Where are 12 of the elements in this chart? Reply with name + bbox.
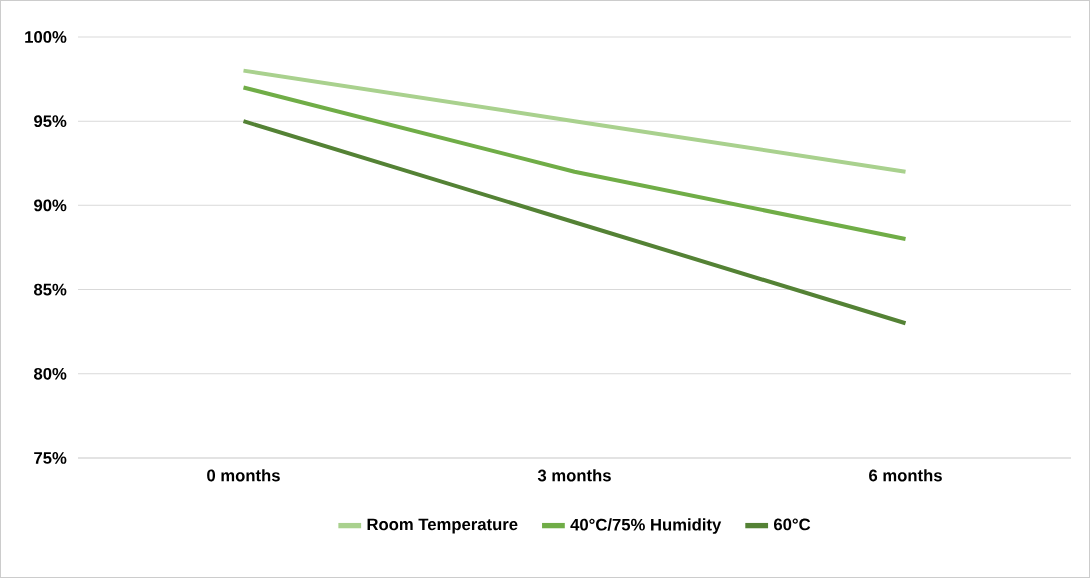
legend-label: 40°C/75% Humidity bbox=[570, 518, 722, 534]
legend-label: 60°C bbox=[774, 518, 811, 531]
y-tick-label: 85% bbox=[33, 283, 67, 296]
y-tick-label: 75% bbox=[34, 452, 67, 464]
y-tick-label: 90% bbox=[34, 199, 67, 212]
legend-label: Room Temperature bbox=[367, 518, 518, 534]
x-tick-label: 6 months bbox=[869, 469, 942, 482]
x-tick-label: 3 months bbox=[537, 469, 611, 482]
x-tick-label: 0 months bbox=[207, 469, 280, 482]
y-tick-label: 80% bbox=[33, 367, 67, 380]
y-tick-label: 100% bbox=[25, 31, 67, 43]
y-tick-label: 95% bbox=[34, 115, 67, 128]
